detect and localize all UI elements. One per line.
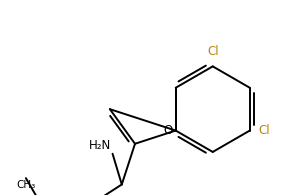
Text: Cl: Cl bbox=[258, 124, 270, 137]
Text: O: O bbox=[164, 124, 173, 137]
Text: CH₃: CH₃ bbox=[16, 180, 36, 190]
Text: H₂N: H₂N bbox=[89, 139, 111, 152]
Text: Cl: Cl bbox=[207, 45, 219, 58]
